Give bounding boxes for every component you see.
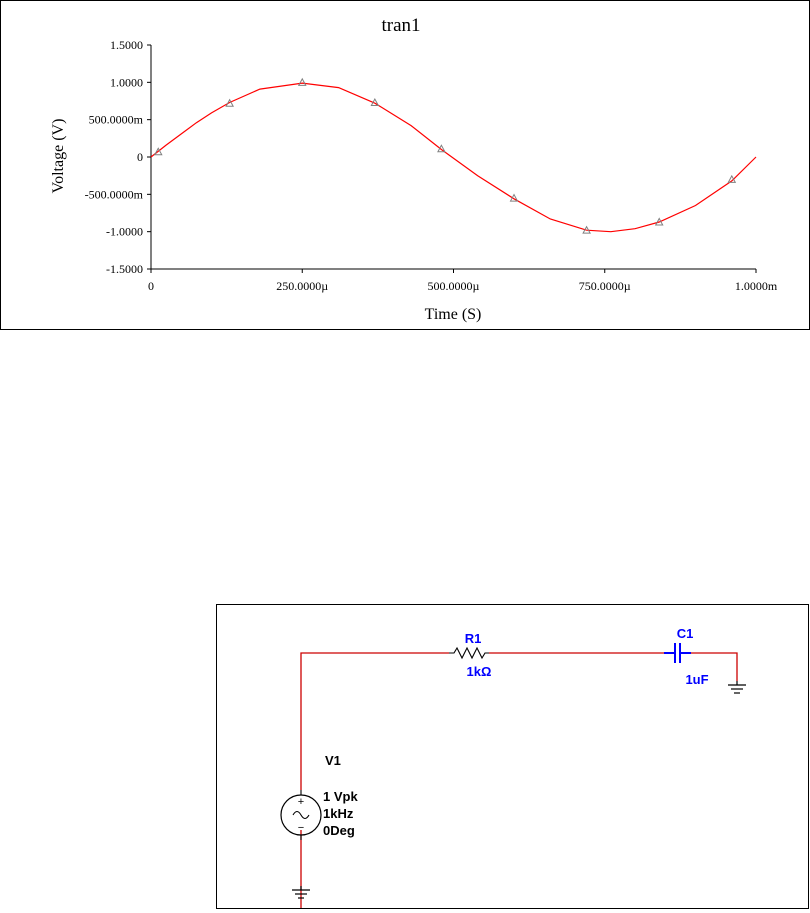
y-axis-label: Voltage (V) <box>50 119 67 194</box>
ground-icon <box>292 886 310 899</box>
capacitor-ref: C1 <box>677 626 694 641</box>
y-tick-label: 0 <box>137 150 143 164</box>
x-tick-label: 500.0000µ <box>428 279 480 293</box>
data-point-marker <box>727 174 737 183</box>
wire-left-top <box>300 652 449 790</box>
x-axis-label: Time (S) <box>425 306 482 323</box>
series-line <box>150 82 757 233</box>
wires <box>300 652 738 908</box>
x-tick-label: 750.0000µ <box>579 279 631 293</box>
source-minus-sign: − <box>298 822 304 834</box>
source-ref: V1 <box>325 753 341 768</box>
plot-area <box>150 45 756 270</box>
source-frequency: 1kHz <box>323 806 354 821</box>
voltage-source-v1[interactable]: + − V1 1 Vpk 1kHz 0Deg <box>280 753 358 840</box>
circuit-schematic: R1 1kΩ C1 1uF + − V1 1 Vpk 1kHz 0De <box>280 626 746 908</box>
ground-icon <box>728 681 746 694</box>
y-tick-label: 1.0000 <box>110 75 143 89</box>
data-point-marker <box>437 144 446 153</box>
capacitor-c1[interactable]: C1 1uF <box>664 626 709 687</box>
data-point-marker <box>654 217 664 226</box>
data-point-marker <box>297 77 307 86</box>
resistor-r1[interactable]: R1 1kΩ <box>449 631 491 679</box>
data-point-marker <box>153 147 163 156</box>
source-plus-sign: + <box>298 796 304 808</box>
y-tick-label: 1.5000 <box>110 38 143 52</box>
schematic-panel: R1 1kΩ C1 1uF + − V1 1 Vpk 1kHz 0De <box>216 604 809 909</box>
x-tick-label: 250.0000µ <box>276 279 328 293</box>
transient-chart: tran1 1.5000 1.0000 500.0000m 0 -500.0000m -1… <box>50 15 778 323</box>
x-axis: 0 250.0000µ 500.0000µ 750.0000µ 1.0000m <box>148 269 778 293</box>
source-phase: 0Deg <box>323 823 355 838</box>
marker-layer <box>153 77 737 234</box>
y-tick-label: -1.0000 <box>106 225 143 239</box>
data-point-marker <box>370 97 380 106</box>
capacitor-value: 1uF <box>685 672 708 687</box>
data-point-marker <box>509 193 519 202</box>
resistor-ref: R1 <box>465 631 482 646</box>
data-point-marker <box>582 225 591 234</box>
y-tick-label: -500.0000m <box>85 187 144 201</box>
y-axis: 1.5000 1.0000 500.0000m 0 -500.0000m -1.0000 -… <box>85 38 151 276</box>
x-tick-label: 0 <box>148 279 154 293</box>
resistor-value: 1kΩ <box>467 664 492 679</box>
sine-wave-icon <box>292 810 310 820</box>
resistor-symbol <box>449 646 489 660</box>
wire-right <box>691 652 738 681</box>
series-layer <box>150 82 757 233</box>
x-tick-label: 1.0000m <box>735 279 778 293</box>
chart-panel: tran1 1.5000 1.0000 500.0000m 0 -500.0000m -1… <box>0 0 810 330</box>
y-tick-label: -1.5000 <box>106 262 143 276</box>
chart-title: tran1 <box>381 15 420 36</box>
data-point-marker <box>225 98 234 107</box>
y-tick-label: 500.0000m <box>89 113 144 127</box>
source-amplitude: 1 Vpk <box>323 789 358 804</box>
capacitor-symbol <box>664 643 691 663</box>
